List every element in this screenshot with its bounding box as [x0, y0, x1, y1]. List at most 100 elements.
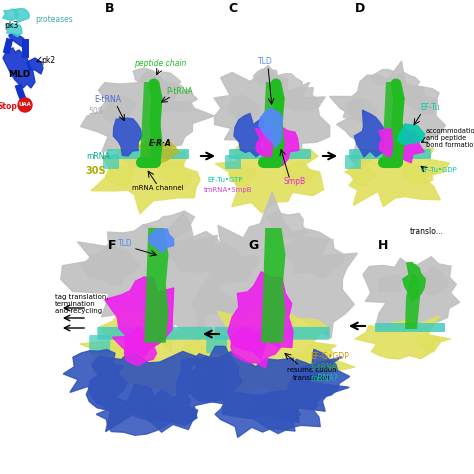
- Polygon shape: [348, 165, 376, 186]
- Circle shape: [18, 98, 32, 112]
- Polygon shape: [259, 108, 283, 147]
- Polygon shape: [105, 277, 173, 357]
- Text: TLD: TLD: [258, 57, 273, 66]
- Polygon shape: [113, 118, 143, 156]
- Polygon shape: [284, 163, 315, 186]
- Polygon shape: [150, 72, 181, 94]
- Polygon shape: [378, 275, 403, 292]
- Polygon shape: [345, 142, 449, 207]
- Polygon shape: [227, 95, 260, 125]
- Polygon shape: [206, 346, 247, 380]
- Polygon shape: [193, 352, 349, 422]
- Text: accommodation
and peptide
bond formation: accommodation and peptide bond formation: [426, 128, 474, 148]
- Polygon shape: [379, 125, 424, 163]
- Polygon shape: [229, 167, 255, 185]
- FancyBboxPatch shape: [206, 335, 227, 353]
- Polygon shape: [390, 73, 419, 93]
- Text: pk3: pk3: [4, 21, 18, 30]
- Text: G: G: [248, 239, 258, 252]
- Polygon shape: [14, 9, 29, 22]
- Text: 30S: 30S: [86, 166, 106, 176]
- Polygon shape: [140, 82, 159, 162]
- Polygon shape: [215, 392, 301, 438]
- Polygon shape: [177, 343, 218, 376]
- Text: P-tRNA: P-tRNA: [167, 87, 193, 96]
- Polygon shape: [403, 163, 433, 184]
- Polygon shape: [231, 328, 281, 368]
- Text: B: B: [105, 2, 115, 15]
- Polygon shape: [371, 69, 396, 85]
- FancyBboxPatch shape: [97, 327, 213, 340]
- Polygon shape: [363, 257, 460, 329]
- Polygon shape: [100, 96, 136, 122]
- Polygon shape: [397, 86, 439, 115]
- Polygon shape: [355, 110, 388, 157]
- Text: Stop: Stop: [0, 101, 17, 110]
- Polygon shape: [262, 82, 281, 162]
- Text: EF-Tu: EF-Tu: [420, 103, 439, 112]
- Text: translo...: translo...: [410, 227, 444, 236]
- Polygon shape: [3, 9, 18, 20]
- Text: TLD: TLD: [118, 239, 132, 248]
- Polygon shape: [281, 88, 319, 111]
- Polygon shape: [6, 24, 22, 36]
- FancyBboxPatch shape: [229, 149, 311, 159]
- Text: EF-Tu•GTP: EF-Tu•GTP: [207, 177, 243, 183]
- Text: tmRNA•SmpB: tmRNA•SmpB: [204, 187, 252, 193]
- Polygon shape: [289, 345, 333, 382]
- Text: E·R·A: E·R·A: [149, 139, 172, 148]
- Polygon shape: [343, 98, 377, 122]
- Polygon shape: [329, 61, 445, 169]
- FancyBboxPatch shape: [89, 335, 110, 353]
- Polygon shape: [160, 162, 191, 186]
- FancyBboxPatch shape: [103, 155, 119, 169]
- Polygon shape: [355, 316, 450, 359]
- Polygon shape: [254, 69, 277, 86]
- Text: resume codon
translation: resume codon translation: [287, 367, 337, 381]
- Polygon shape: [63, 350, 128, 404]
- Polygon shape: [255, 127, 299, 165]
- Polygon shape: [267, 212, 308, 238]
- Polygon shape: [261, 228, 285, 343]
- Text: mRNA channel: mRNA channel: [132, 185, 184, 191]
- Polygon shape: [106, 166, 135, 186]
- Polygon shape: [167, 231, 228, 272]
- Polygon shape: [81, 71, 214, 169]
- Polygon shape: [142, 211, 194, 240]
- Polygon shape: [9, 34, 25, 50]
- Polygon shape: [405, 273, 420, 329]
- Polygon shape: [86, 349, 233, 431]
- Text: SmpB: SmpB: [284, 177, 306, 186]
- Polygon shape: [185, 346, 242, 401]
- Polygon shape: [204, 244, 258, 283]
- Polygon shape: [192, 192, 357, 351]
- Polygon shape: [148, 229, 173, 253]
- Polygon shape: [398, 124, 425, 145]
- Text: C: C: [228, 2, 237, 15]
- Polygon shape: [61, 213, 241, 353]
- Text: MLD: MLD: [251, 401, 273, 410]
- Polygon shape: [133, 69, 155, 83]
- Text: 50S: 50S: [89, 107, 103, 116]
- Polygon shape: [3, 48, 35, 88]
- Polygon shape: [91, 384, 174, 435]
- Polygon shape: [160, 86, 198, 112]
- Text: mRNA: mRNA: [86, 152, 110, 161]
- Text: E-tRNA: E-tRNA: [94, 95, 121, 104]
- Text: E-tRNA: E-tRNA: [310, 363, 337, 372]
- FancyBboxPatch shape: [225, 155, 241, 169]
- Polygon shape: [382, 82, 401, 162]
- Polygon shape: [416, 266, 448, 296]
- Polygon shape: [234, 113, 264, 156]
- Polygon shape: [190, 306, 355, 399]
- FancyBboxPatch shape: [345, 155, 361, 169]
- Polygon shape: [416, 335, 440, 352]
- Text: pk2: pk2: [41, 55, 55, 64]
- Polygon shape: [112, 326, 161, 365]
- Polygon shape: [90, 346, 132, 376]
- Text: tag translation,
termination
and recycling: tag translation, termination and recycli…: [55, 294, 109, 314]
- Text: EF-Tu•GDP: EF-Tu•GDP: [420, 167, 457, 173]
- FancyBboxPatch shape: [375, 323, 445, 332]
- Polygon shape: [127, 390, 198, 432]
- Polygon shape: [139, 142, 179, 164]
